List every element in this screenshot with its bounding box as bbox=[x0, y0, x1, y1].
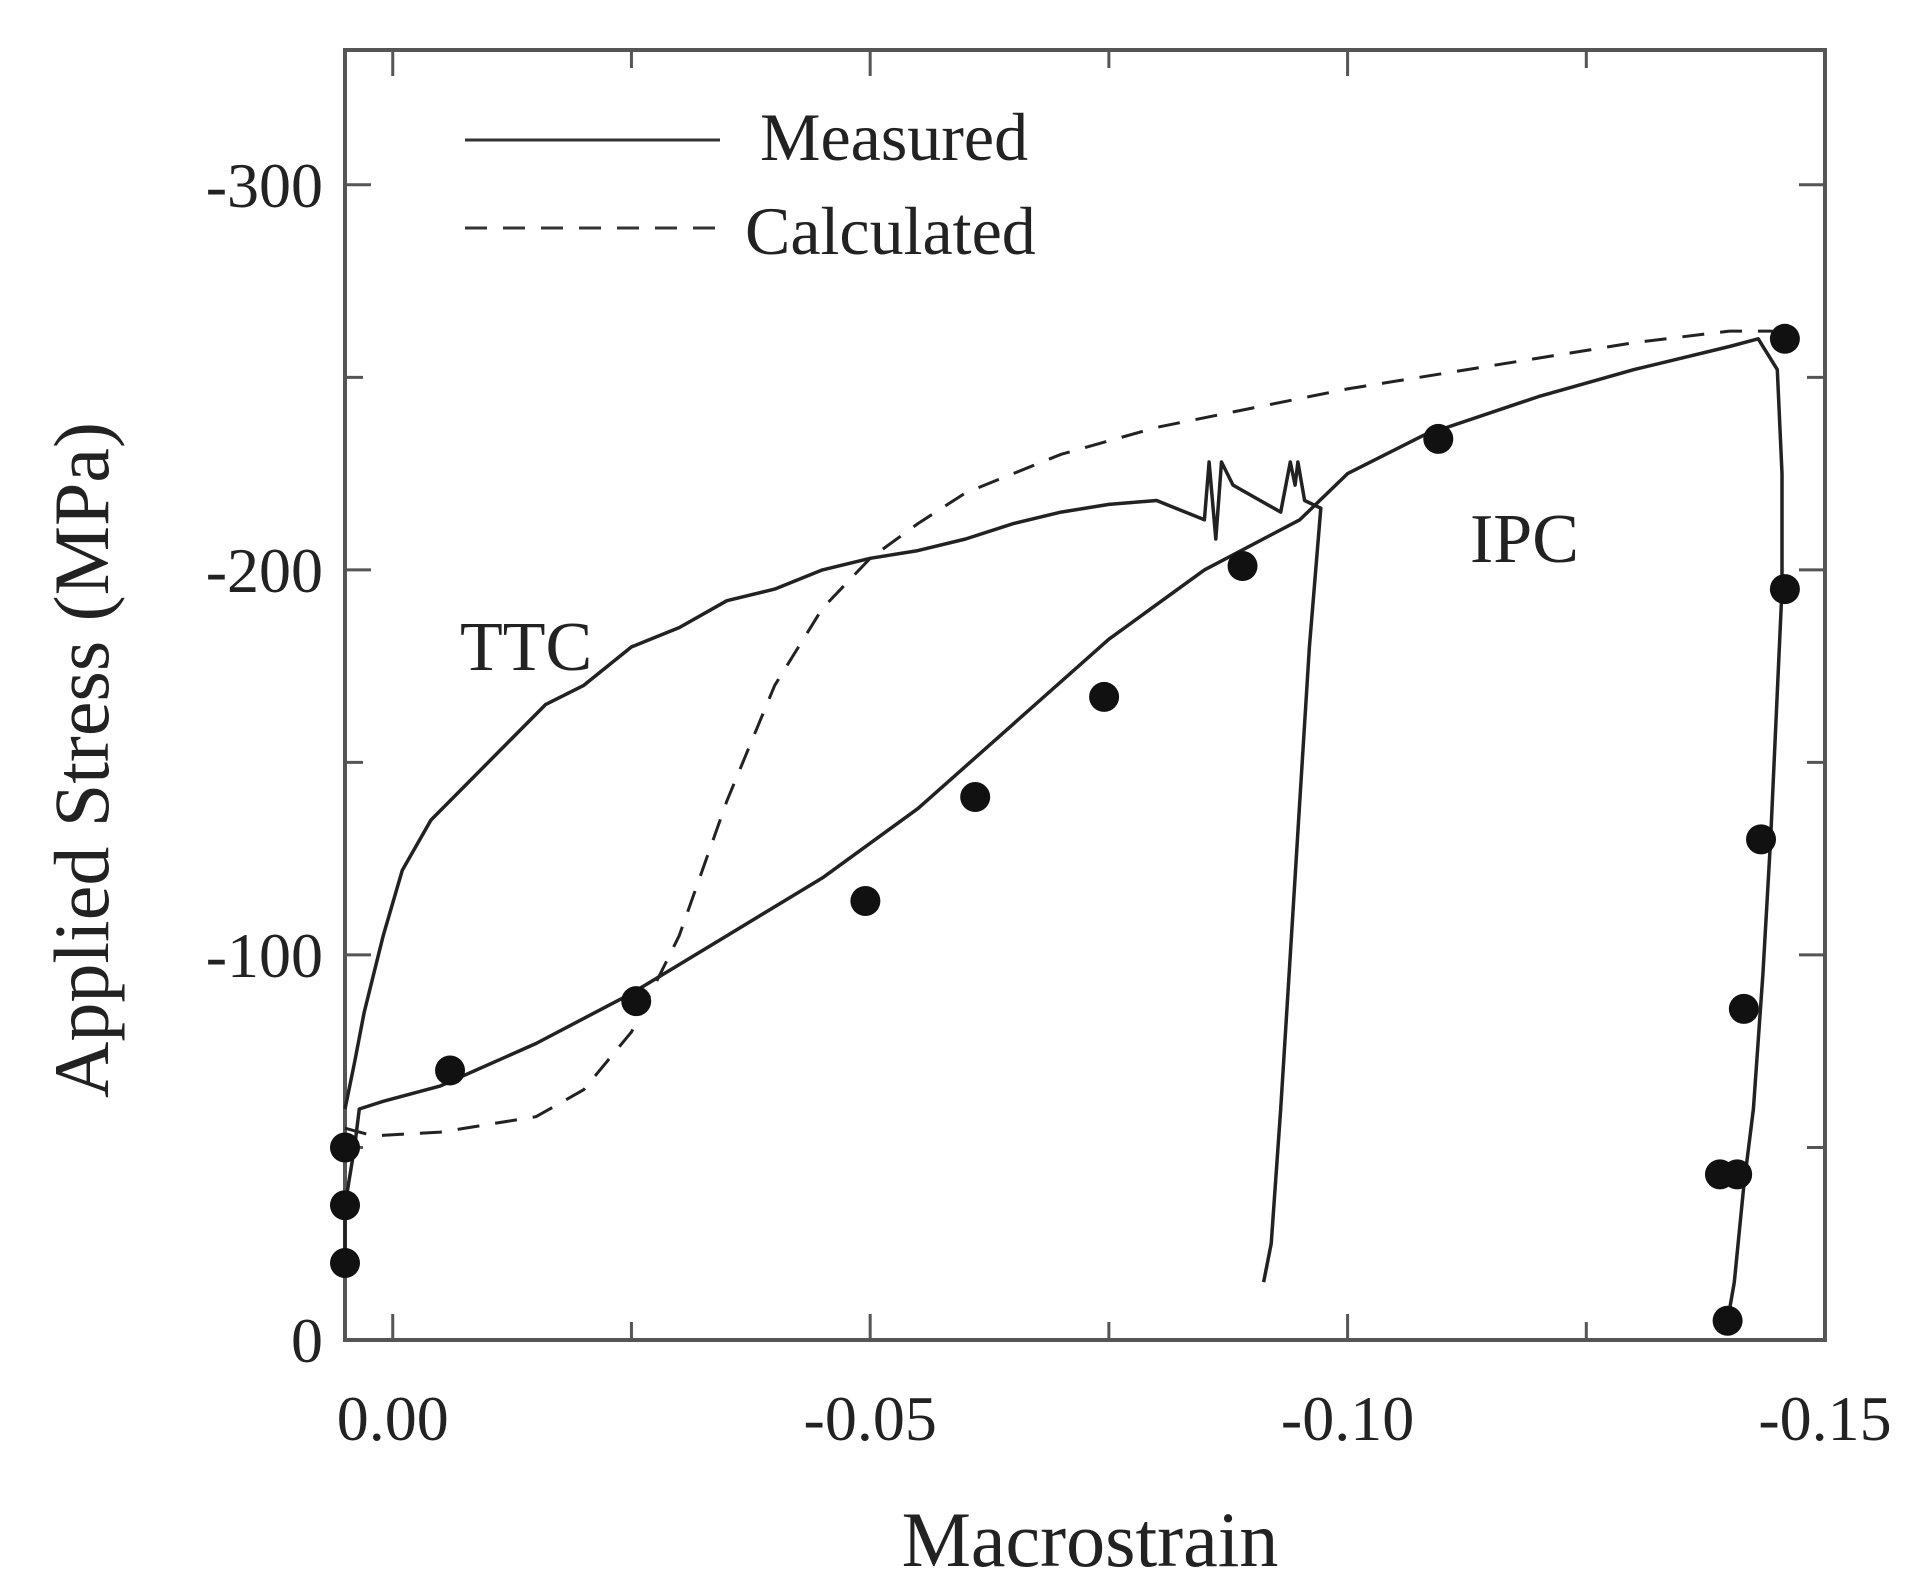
label-group: 0.00 -0.05 -0.10 -0.15 0 -100 -200 -300 bbox=[206, 150, 1892, 1454]
ttc-annotation: TTC bbox=[460, 609, 592, 686]
ttc-marker-6 bbox=[960, 782, 991, 813]
ttc-marker-8 bbox=[1227, 551, 1258, 581]
series-line-measured-ipc bbox=[343, 337, 1784, 1322]
y-tick-label-3: -300 bbox=[206, 150, 323, 221]
y-tick-label-1: -100 bbox=[206, 920, 323, 991]
ipc-marker-5 bbox=[1704, 1159, 1735, 1190]
series-group bbox=[343, 329, 1784, 1322]
marker-group bbox=[330, 323, 1800, 1336]
y-tick-label-2: -200 bbox=[206, 535, 323, 606]
ttc-marker-4 bbox=[621, 986, 652, 1017]
ipc-annotation: IPC bbox=[1470, 501, 1579, 578]
ttc-marker-2 bbox=[330, 1132, 360, 1163]
ipc-marker-6 bbox=[1712, 1305, 1743, 1336]
plot-frame bbox=[343, 48, 1827, 1342]
x-tick-label-1: -0.05 bbox=[804, 1383, 937, 1454]
ttc-marker-7 bbox=[1089, 681, 1120, 712]
ipc-marker-1 bbox=[1769, 574, 1800, 605]
ipc-marker-0 bbox=[1769, 323, 1800, 354]
x-tick-label-0: 0.00 bbox=[337, 1383, 449, 1454]
y-tick-label-0: 0 bbox=[291, 1305, 323, 1376]
ttc-marker-9 bbox=[1423, 423, 1454, 454]
x-axis-title: Macrostrain bbox=[902, 1496, 1279, 1583]
ttc-marker-1 bbox=[330, 1190, 360, 1221]
ipc-marker-3 bbox=[1728, 993, 1759, 1024]
y-axis-title: Applied Stress (MPa) bbox=[38, 422, 125, 1098]
ttc-marker-5 bbox=[850, 886, 881, 917]
ttc-marker-3 bbox=[435, 1055, 466, 1086]
ttc-marker-0 bbox=[330, 1247, 360, 1278]
plot-frame-group bbox=[343, 48, 1827, 1342]
x-tick-label-3: -0.15 bbox=[1758, 1383, 1891, 1454]
legend-measured-label: Measured bbox=[760, 99, 1028, 175]
legend-calculated-label: Calculated bbox=[745, 193, 1036, 269]
x-tick-label-2: -0.10 bbox=[1281, 1383, 1414, 1454]
series-line-calculated-ttc bbox=[344, 329, 1773, 1138]
ipc-marker-2 bbox=[1746, 824, 1777, 855]
